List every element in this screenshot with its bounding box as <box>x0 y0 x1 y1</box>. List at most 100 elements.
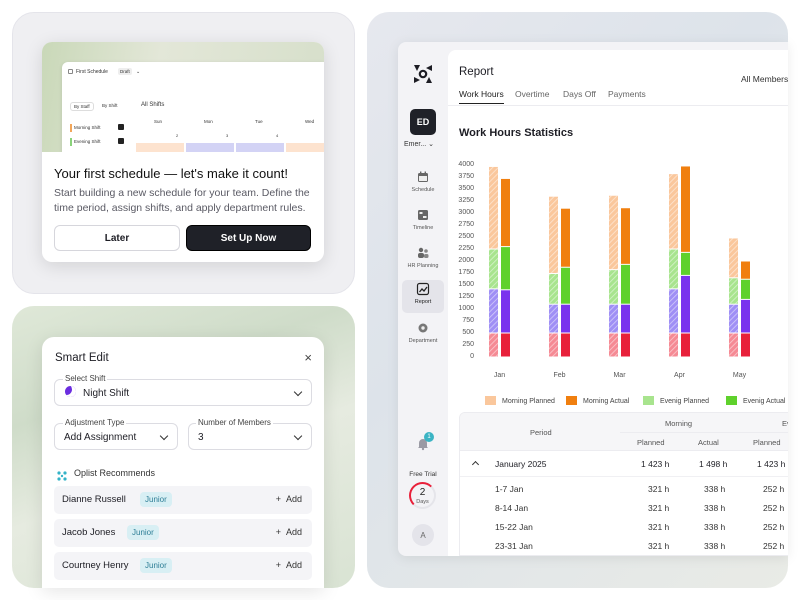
tab-overtime[interactable]: Overtime <box>515 89 550 99</box>
later-button[interactable]: Later <box>54 225 180 251</box>
member-name: Jacob Jones <box>62 527 116 538</box>
adjustment-type-dropdown[interactable]: Add Assignment <box>54 423 178 450</box>
morning-planned-cell: 321 h <box>648 522 670 532</box>
bar-segment[interactable] <box>741 261 750 279</box>
nav-label: Schedule <box>411 187 435 193</box>
tab-days-off[interactable]: Days Off <box>563 89 596 99</box>
bar-segment[interactable] <box>501 290 510 333</box>
report-main: Report All Members Work Hours Overtime D… <box>448 50 788 556</box>
morning-planned-cell: 321 h <box>648 503 670 513</box>
tab-work-hours[interactable]: Work Hours <box>459 89 504 104</box>
legend-item[interactable]: Evenig Actual <box>726 396 785 405</box>
y-tick-label: 1500 <box>458 281 474 288</box>
close-icon[interactable]: × <box>304 350 312 365</box>
bar-hatch <box>489 166 498 249</box>
free-trial-label: Free Trial <box>409 471 437 478</box>
legend-label: Evenig Actual <box>743 398 786 405</box>
bar-hatch <box>669 333 678 357</box>
trial-countdown[interactable]: 2 Days <box>409 482 436 509</box>
bar-segment[interactable] <box>681 333 690 357</box>
bar-segment[interactable] <box>741 299 750 333</box>
y-tick-label: 1750 <box>458 269 474 276</box>
sidebar: ED Emer... ⌄ Schedule Timeline HR Planni… <box>398 42 448 556</box>
legend-item[interactable]: Morning Planned <box>485 396 555 405</box>
level-badge: Junior <box>140 558 172 573</box>
bar-segment[interactable] <box>501 333 510 357</box>
nav-item-schedule[interactable]: Schedule <box>402 168 444 201</box>
add-label: Add <box>285 494 302 504</box>
legend-item[interactable]: Morning Actual <box>566 396 629 405</box>
trial-unit: Days <box>416 499 429 505</box>
bar-segment[interactable] <box>561 333 570 357</box>
members-label: Number of Members <box>196 418 273 427</box>
legend-label: Morning Planned <box>502 398 555 405</box>
period-cell: 1-7 Jan <box>495 484 524 494</box>
nav-item-timeline[interactable]: Timeline <box>402 206 444 239</box>
table-row-january[interactable]: January 2025 1 423 h 1 498 h 1 423 h <box>460 451 788 477</box>
bar-segment[interactable] <box>681 252 690 275</box>
bar-segment[interactable] <box>621 264 630 304</box>
select-shift-dropdown[interactable]: Night Shift <box>54 379 312 406</box>
oplist-logo-icon <box>57 468 67 481</box>
preview-evening-color <box>70 138 72 146</box>
set-up-now-button[interactable]: Set Up Now <box>186 225 311 251</box>
bar-hatch <box>669 249 678 289</box>
y-tick-label: 1000 <box>458 305 474 312</box>
bar-segment[interactable] <box>741 279 750 299</box>
bar-segment[interactable] <box>741 333 750 357</box>
legend-item[interactable]: Evenig Planned <box>643 396 709 405</box>
nav-item-hr-planning[interactable]: HR Planning <box>402 244 444 277</box>
bar-hatch <box>549 196 558 273</box>
user-name-label: Emer... <box>404 141 427 148</box>
app-logo-icon[interactable] <box>411 62 435 86</box>
bar-segment[interactable] <box>561 208 570 267</box>
chevron-down-icon <box>293 431 303 441</box>
moon-icon <box>65 386 76 397</box>
bar-segment[interactable] <box>501 247 510 290</box>
period-cell: January 2025 <box>495 459 547 469</box>
adjustment-type-value: Add Assignment <box>64 432 137 443</box>
user-avatar[interactable]: ED <box>410 109 436 135</box>
evening-header: Ev <box>782 419 788 428</box>
bar-segment[interactable] <box>681 166 690 252</box>
bar-segment[interactable] <box>621 304 630 333</box>
bar-hatch <box>729 238 738 278</box>
tab-payments[interactable]: Payments <box>608 89 646 99</box>
bar-segment[interactable] <box>621 333 630 357</box>
members-filter[interactable]: All Members <box>741 74 788 84</box>
level-badge: Junior <box>127 525 159 540</box>
bar-segment[interactable] <box>561 304 570 333</box>
bar-segment[interactable] <box>561 267 570 304</box>
bar-hatch <box>489 333 498 357</box>
period-cell: 8-14 Jan <box>495 503 529 513</box>
notifications-button[interactable]: 1 <box>416 432 434 451</box>
members-dropdown[interactable]: 3 <box>188 423 312 450</box>
y-tick-label: 500 <box>462 329 474 336</box>
morning-actual-header: Actual <box>698 438 719 447</box>
bar-hatch <box>729 333 738 357</box>
chevron-up-icon[interactable] <box>471 460 480 469</box>
account-avatar[interactable]: A <box>412 524 434 546</box>
legend-swatch <box>485 396 496 405</box>
nav-item-department[interactable]: Department <box>402 319 444 352</box>
add-member-button[interactable]: + Add <box>276 494 302 504</box>
recommendation-row: Dianne Russell Junior + Add <box>54 486 312 514</box>
nav-label: Department <box>408 338 438 344</box>
bar-segment[interactable] <box>501 178 510 247</box>
work-hours-table: Period Morning Ev Planned Actual Planned… <box>459 412 788 556</box>
nav-item-report[interactable]: Report <box>402 280 444 313</box>
recommendation-row: Courtney Henry Junior + Add <box>54 552 312 580</box>
morning-header: Morning <box>665 419 693 428</box>
smart-edit-modal: Smart Edit × Night Shift Select Shift Ad… <box>42 337 324 588</box>
add-member-button[interactable]: + Add <box>276 560 302 570</box>
user-name[interactable]: Emer... ⌄ <box>404 140 434 148</box>
work-hours-chart-svg: Jan Feb Mar Apr May <box>489 166 750 379</box>
bar-segment[interactable] <box>681 275 690 333</box>
recommendation-row: Jacob Jones Junior + Add <box>54 519 312 547</box>
bar-hatch <box>609 333 618 357</box>
bar-segment[interactable] <box>621 208 630 264</box>
bar-hatch <box>729 278 738 304</box>
add-member-button[interactable]: + Add <box>276 527 302 537</box>
evening-planned-cell: 252 h <box>763 484 785 494</box>
schedule-preview: First Schedule Draft ⌄ By Staff By Shift… <box>42 42 324 152</box>
